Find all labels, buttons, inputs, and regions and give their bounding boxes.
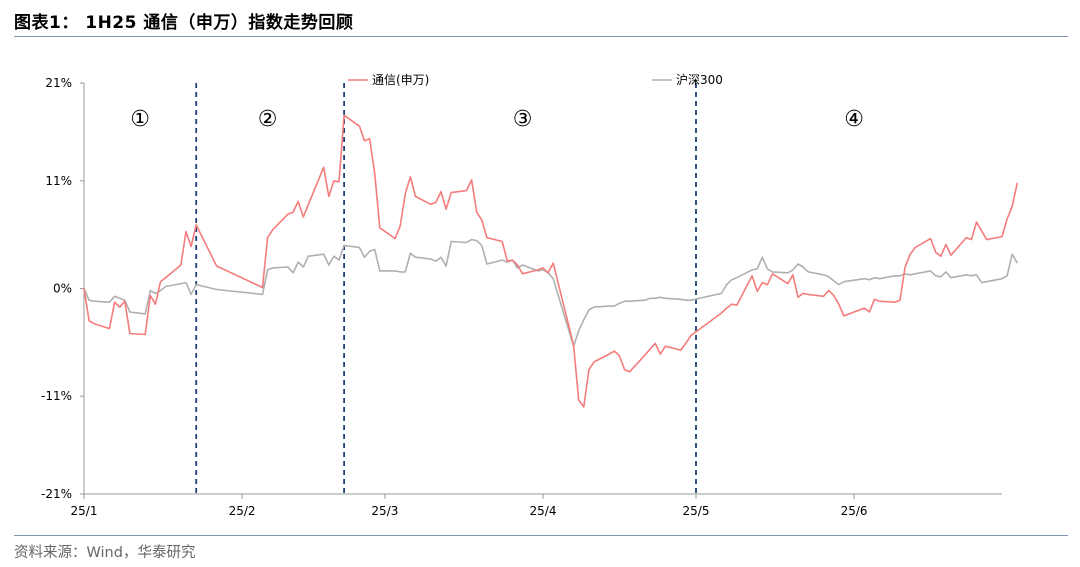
- y-tick-label: 0%: [53, 282, 72, 296]
- legend-label: 通信(申万): [372, 73, 429, 87]
- series-lines: [83, 114, 1019, 408]
- x-tick-label: 25/3: [371, 504, 398, 518]
- phase-label: ②: [258, 107, 278, 132]
- phase-label: ③: [513, 107, 533, 132]
- x-tick-label: 25/5: [683, 504, 710, 518]
- header-rule: [14, 36, 1068, 37]
- y-tick-label: 11%: [45, 174, 72, 188]
- phase-label: ①: [130, 107, 150, 132]
- y-tick-label: 21%: [45, 76, 72, 90]
- phase-dividers: ① ② ③ ④: [130, 83, 864, 494]
- y-tick-label: -11%: [41, 389, 72, 403]
- y-tick-label: -21%: [41, 487, 72, 501]
- phase-label: ④: [844, 107, 864, 132]
- legend-label: 沪深300: [676, 73, 723, 87]
- series-line-telecom: [83, 114, 1019, 408]
- x-tick-label: 25/4: [530, 504, 557, 518]
- x-tick-label: 25/6: [841, 504, 868, 518]
- legend: 通信(申万) 沪深300: [348, 73, 723, 87]
- axes: -21% -11% 0% 11% 21% 25/1 25/2 25/3 25/4 25/5 25/6: [41, 76, 1002, 518]
- x-tick-label: 25/1: [71, 504, 98, 518]
- chart-title: 图表1： 1H25 通信（申万）指数走势回顾: [14, 13, 354, 33]
- series-line-csi300: [83, 238, 1018, 348]
- x-tick-label: 25/2: [229, 504, 256, 518]
- footer-rule: [14, 535, 1068, 536]
- source-note: 资料来源：Wind，华泰研究: [14, 545, 196, 561]
